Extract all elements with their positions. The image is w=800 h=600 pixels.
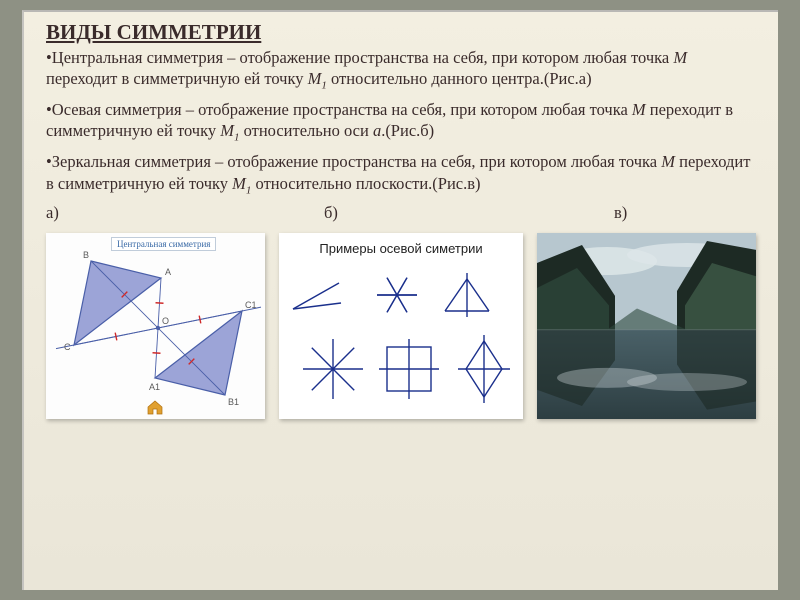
text: •Осевая симметрия – отображение простран… [46,100,632,119]
text: переходит в симметричную ей точку [46,69,308,88]
var-M: M [673,48,687,67]
var-M: M [661,152,675,171]
var-M1: M [308,69,322,88]
label-a: а) [46,203,324,223]
var-M1: M [220,121,234,140]
label-c: в) [614,203,627,223]
label-b: б) [324,203,614,223]
figure-labels: а) б) в) [46,203,756,223]
svg-text:O: O [162,316,169,326]
paragraph-central: •Центральная симметрия – отображение про… [46,47,756,93]
figure-mirror-symmetry [537,233,756,419]
paragraph-axial: •Осевая симметрия – отображение простран… [46,99,756,145]
text: относительно данного центра.(Рис.а) [327,69,592,88]
svg-text:C: C [64,342,71,352]
text: •Зеркальная симметрия – отображение прос… [46,152,661,171]
text: .(Рис.б) [381,121,434,140]
text: •Центральная симметрия – отображение про… [46,48,673,67]
home-icon[interactable] [146,399,164,415]
fig-b-title: Примеры осевой симетрии [279,241,523,256]
central-symmetry-svg: B A O C A1 B1 C1 [46,233,271,419]
slide: ВИДЫ СИММЕТРИИ •Центральная симметрия – … [22,10,778,590]
mirror-symmetry-svg [537,233,756,419]
svg-text:B: B [83,250,89,260]
text: относительно оси [239,121,372,140]
var-M1: M [232,174,246,193]
figure-axial-symmetry: Примеры осевой симетрии [279,233,523,419]
var-a: a [373,121,381,140]
paragraph-mirror: •Зеркальная симметрия – отображение прос… [46,151,756,197]
svg-text:A: A [165,267,171,277]
svg-text:B1: B1 [228,397,239,407]
var-M: M [632,100,646,119]
page-title: ВИДЫ СИММЕТРИИ [46,20,756,45]
svg-text:A1: A1 [149,382,160,392]
text: относительно плоскости.(Рис.в) [251,174,480,193]
axial-symmetry-svg [279,269,529,419]
figures-row: Центральная симметрия BAOCA1B1C1 Примеры… [46,233,756,419]
figure-central-symmetry: Центральная симметрия BAOCA1B1C1 [46,233,265,419]
svg-text:C1: C1 [245,300,257,310]
